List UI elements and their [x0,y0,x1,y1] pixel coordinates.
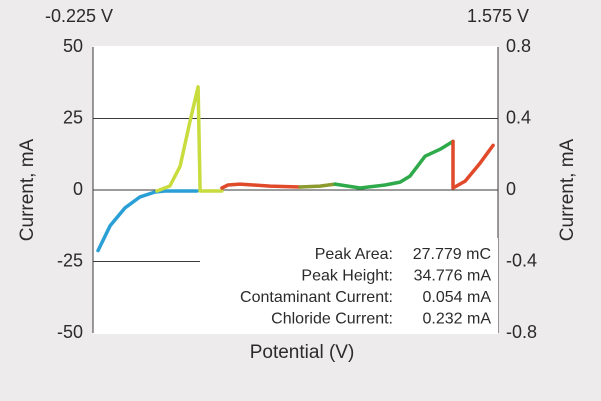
info-value: 0.054 mA [423,289,492,306]
series-line [333,139,455,190]
series-line [155,85,224,193]
series-line [298,182,337,189]
y-tick-label: 25 [63,107,83,127]
y-tick-label: -25 [57,250,83,270]
series-line [96,189,199,253]
y2-tick-label: -0.8 [506,322,537,342]
info-label: Contaminant Current: [240,289,393,306]
info-value: 0.232 mA [423,311,492,328]
y2-tick-label: 0 [506,179,516,199]
info-label: Peak Height: [301,268,393,285]
info-label: Chloride Current: [271,311,393,328]
x-tick-label: 1.575 V [467,6,529,26]
series-line [451,139,495,190]
x-axis-label: Potential (V) [250,342,355,363]
y-axis-label: Current, mA [17,138,38,241]
y2-tick-label: 0.4 [506,107,531,127]
series-line [220,182,302,190]
info-value: 27.779 mC [413,246,491,263]
y-tick-label: 50 [63,36,83,56]
y2-tick-label: 0.8 [506,36,531,56]
info-box [200,238,498,333]
x-tick-label: -0.225 V [45,6,113,26]
y-tick-label: 0 [73,179,83,199]
info-label: Peak Area: [315,246,393,263]
info-value: 34.776 mA [414,268,492,285]
y-tick-label: -50 [57,322,83,342]
y2-axis-label: Current, mA [557,138,578,241]
y2-tick-label: -0.4 [506,250,537,270]
